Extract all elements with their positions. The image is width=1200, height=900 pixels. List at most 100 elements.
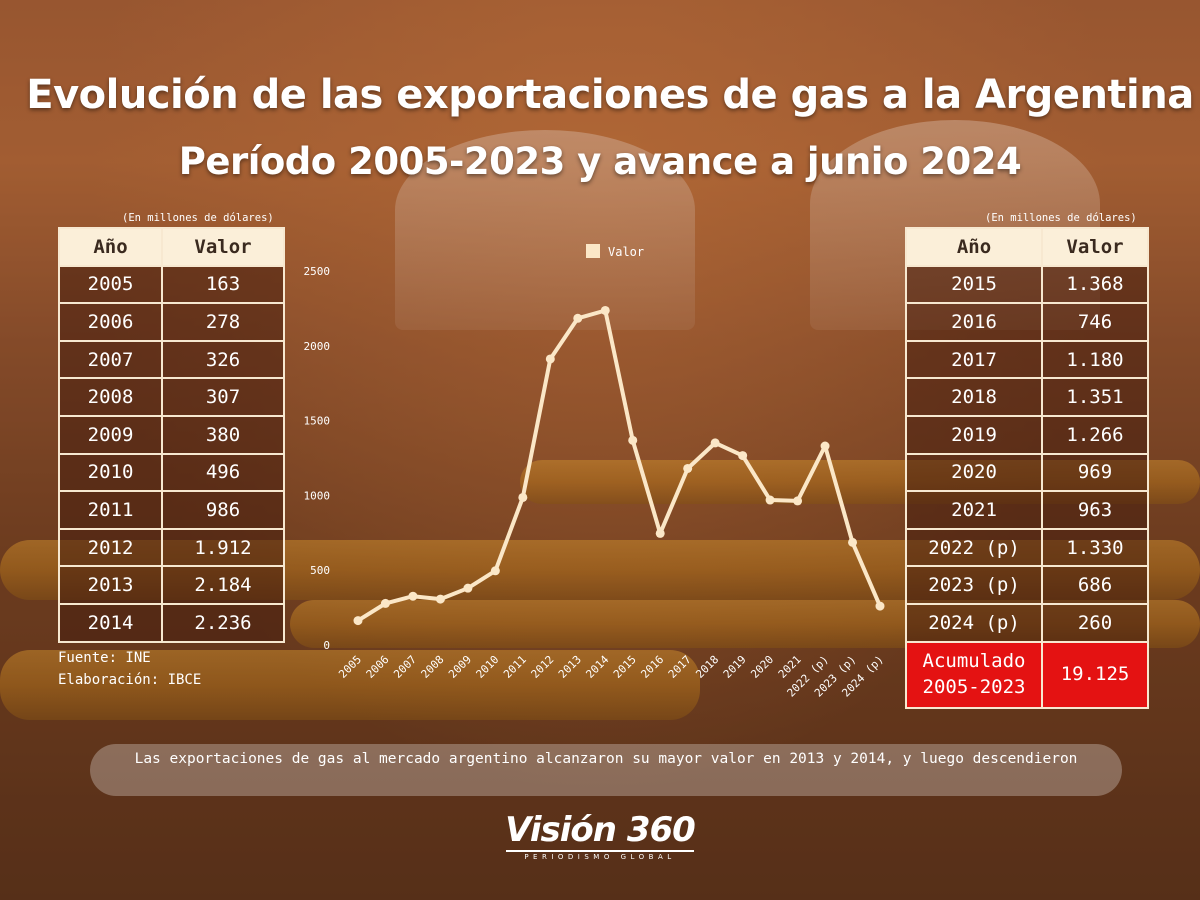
cell-year: 2020 bbox=[904, 452, 1044, 493]
x-tick-label: 2015 bbox=[611, 653, 639, 681]
cell-year: 2018 bbox=[904, 377, 1044, 417]
cell-year: 2011 bbox=[57, 490, 164, 530]
data-point bbox=[463, 583, 473, 593]
table-row: 2006 278 bbox=[57, 302, 285, 342]
x-tick-label: 2010 bbox=[474, 653, 502, 681]
accumulated-label-line1: Acumulado bbox=[922, 649, 1026, 672]
x-tick-label: 2013 bbox=[556, 653, 584, 681]
data-point bbox=[490, 566, 500, 576]
cell-value: 1.180 bbox=[1041, 339, 1149, 380]
chart-caption: Las exportaciones de gas al mercado arge… bbox=[90, 744, 1122, 796]
cell-value: 380 bbox=[161, 414, 285, 455]
x-tick-label: 2011 bbox=[501, 653, 529, 681]
table-row: 2009 380 bbox=[57, 414, 285, 455]
left-data-table: Año Valor 2005 163 2006 278 2007 326 2008 307 20… bbox=[57, 227, 285, 643]
data-point bbox=[545, 354, 555, 364]
table-row: 2021 963 bbox=[904, 490, 1149, 530]
header-value: Valor bbox=[161, 227, 285, 267]
table-row: 2024 (p) 260 bbox=[904, 602, 1149, 643]
accumulated-label-line2: 2005-2023 bbox=[922, 675, 1026, 698]
cell-year: 2022 (p) bbox=[904, 527, 1044, 568]
data-point bbox=[793, 496, 803, 506]
table-row: 2017 1.180 bbox=[904, 339, 1149, 380]
header-value: Valor bbox=[1041, 227, 1149, 267]
data-point bbox=[875, 601, 885, 611]
cell-year: 2012 bbox=[57, 527, 164, 568]
cell-value: 986 bbox=[161, 490, 285, 530]
data-point bbox=[628, 435, 638, 445]
x-tick-label: 2005 bbox=[336, 653, 364, 681]
data-point bbox=[765, 495, 775, 505]
cell-year: 2008 bbox=[57, 377, 164, 417]
cell-value: 686 bbox=[1041, 565, 1149, 605]
data-point bbox=[408, 591, 418, 601]
cell-year: 2006 bbox=[57, 302, 164, 342]
table-row: 2010 496 bbox=[57, 452, 285, 493]
table-row: 2019 1.266 bbox=[904, 414, 1149, 455]
cell-year: 2016 bbox=[904, 302, 1044, 342]
table-row: 2012 1.912 bbox=[57, 527, 285, 568]
table-row: 2018 1.351 bbox=[904, 377, 1149, 417]
data-point bbox=[518, 492, 528, 502]
cell-year: 2014 bbox=[57, 602, 164, 643]
data-point bbox=[683, 463, 693, 473]
cell-value: 969 bbox=[1041, 452, 1149, 493]
x-tick-label: 2007 bbox=[391, 653, 419, 681]
table-row: 2013 2.184 bbox=[57, 565, 285, 605]
data-point bbox=[600, 305, 610, 315]
series-line-valor bbox=[356, 308, 882, 623]
cell-year: 2013 bbox=[57, 565, 164, 605]
legend-label: Valor bbox=[608, 245, 644, 259]
data-point bbox=[435, 594, 445, 604]
x-tick-label: 2017 bbox=[666, 653, 694, 681]
header-year: Año bbox=[904, 227, 1044, 267]
table-row: 2022 (p) 1.330 bbox=[904, 527, 1149, 568]
cell-year: 2021 bbox=[904, 490, 1044, 530]
brand-logo: Visión 360 PERIODISMO GLOBAL bbox=[500, 810, 700, 861]
data-point bbox=[573, 313, 583, 323]
x-tick-label: 2008 bbox=[419, 653, 447, 681]
cell-value: 2.184 bbox=[161, 565, 285, 605]
logo-tagline: PERIODISMO GLOBAL bbox=[506, 850, 694, 861]
data-point bbox=[848, 537, 858, 547]
cell-value: 1.330 bbox=[1041, 527, 1149, 568]
accumulated-label: Acumulado 2005-2023 bbox=[904, 640, 1044, 709]
data-point bbox=[380, 598, 390, 608]
cell-value: 1.912 bbox=[161, 527, 285, 568]
cell-value: 963 bbox=[1041, 490, 1149, 530]
table-row: 2011 986 bbox=[57, 490, 285, 530]
table-row: 2023 (p) 686 bbox=[904, 565, 1149, 605]
y-axis: 0 500 1000 1500 2000 2500 bbox=[304, 265, 331, 652]
page-subtitle: Período 2005-2023 y avance a junio 2024 bbox=[178, 140, 1022, 183]
table-row: 2007 326 bbox=[57, 339, 285, 380]
elaboration-label: Elaboración: IBCE bbox=[58, 672, 202, 688]
cell-year: 2007 bbox=[57, 339, 164, 380]
cell-value: 746 bbox=[1041, 302, 1149, 342]
cell-year: 2015 bbox=[904, 264, 1044, 305]
y-tick-label: 0 bbox=[323, 639, 330, 652]
header-year: Año bbox=[57, 227, 164, 267]
cell-value: 496 bbox=[161, 452, 285, 493]
background-pipe bbox=[0, 650, 700, 720]
y-tick-label: 1000 bbox=[304, 489, 331, 502]
y-tick-label: 2500 bbox=[304, 265, 331, 278]
x-tick-label: 2020 bbox=[748, 653, 776, 681]
cell-value: 326 bbox=[161, 339, 285, 380]
x-tick-label: 2009 bbox=[446, 653, 474, 681]
data-point bbox=[820, 441, 830, 451]
x-tick-label: 2014 bbox=[583, 653, 611, 681]
x-tick-label: 2012 bbox=[529, 653, 557, 681]
x-tick-label: 2006 bbox=[364, 653, 392, 681]
data-point bbox=[738, 451, 748, 461]
table-row: 2005 163 bbox=[57, 264, 285, 305]
background-tank-left bbox=[395, 130, 695, 330]
right-units-note: (En millones de dólares) bbox=[985, 212, 1137, 224]
cell-value: 2.236 bbox=[161, 602, 285, 643]
x-tick-label: 2019 bbox=[721, 653, 749, 681]
accumulated-value: 19.125 bbox=[1041, 640, 1149, 709]
table-row: 2015 1.368 bbox=[904, 264, 1149, 305]
right-data-table: Año Valor 2015 1.368 2016 746 2017 1.180 2018 1… bbox=[904, 227, 1149, 709]
cell-value: 1.351 bbox=[1041, 377, 1149, 417]
table-row: 2016 746 bbox=[904, 302, 1149, 342]
